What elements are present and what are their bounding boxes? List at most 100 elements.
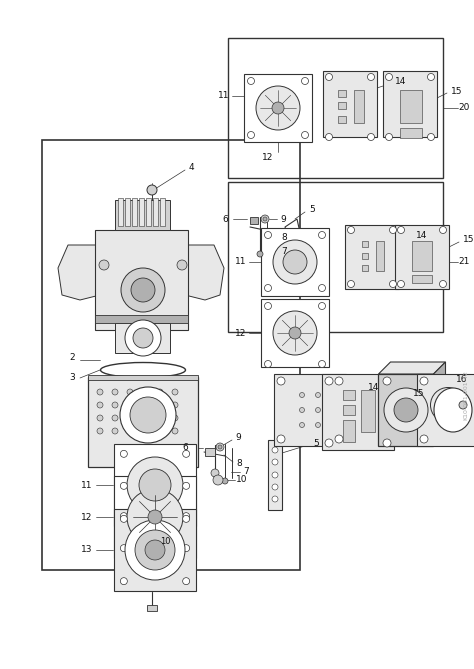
Circle shape [264,231,272,239]
Circle shape [277,435,285,443]
Circle shape [142,415,148,421]
Bar [88,377,198,467]
Circle shape [142,389,148,395]
Bar [125,198,130,226]
Circle shape [130,397,166,433]
Bar [115,200,170,230]
Circle shape [301,78,309,84]
Circle shape [145,540,165,560]
Circle shape [384,388,428,432]
Text: 13: 13 [81,545,93,555]
Circle shape [283,250,307,274]
Circle shape [319,231,326,239]
Bar [362,253,368,259]
Text: 11: 11 [81,480,93,490]
Circle shape [182,515,190,522]
Circle shape [264,302,272,310]
Bar [147,605,157,611]
Bar [400,90,422,123]
Circle shape [112,415,118,421]
Circle shape [182,577,190,585]
Circle shape [439,227,447,233]
Circle shape [335,435,343,443]
Bar [146,198,151,226]
Circle shape [319,284,326,292]
Circle shape [120,545,128,552]
Circle shape [459,401,467,409]
Circle shape [127,428,133,434]
Text: K10-081-001-42: K10-081-001-42 [464,370,468,420]
Circle shape [127,489,183,545]
Circle shape [182,545,190,552]
Bar [412,241,432,271]
Bar [114,444,196,526]
Circle shape [97,428,103,434]
Circle shape [367,74,374,80]
Text: 3: 3 [69,373,75,383]
Bar [379,374,434,446]
Polygon shape [379,362,446,374]
Circle shape [300,423,304,427]
Circle shape [325,377,333,385]
Bar [118,198,123,226]
Bar [268,440,282,510]
Circle shape [147,185,157,195]
Text: 8: 8 [281,233,287,242]
Text: 12: 12 [235,328,246,337]
Bar [42,140,300,570]
Bar [400,128,422,138]
Circle shape [127,415,133,421]
Circle shape [182,512,190,520]
Circle shape [222,478,228,484]
Circle shape [142,428,148,434]
Circle shape [127,389,133,395]
Bar [362,241,368,247]
Circle shape [131,278,155,302]
Circle shape [127,402,133,408]
Circle shape [367,134,374,140]
Bar [343,405,355,415]
Bar [343,420,355,442]
Circle shape [420,377,428,385]
Circle shape [300,393,304,397]
Circle shape [120,387,176,443]
Bar [338,90,346,97]
Bar [345,225,399,289]
Circle shape [289,327,301,339]
Bar [132,198,137,226]
Text: 9: 9 [280,215,286,223]
Circle shape [420,435,428,443]
Circle shape [273,240,317,284]
Bar [114,476,196,558]
Circle shape [394,398,418,422]
Ellipse shape [434,388,472,432]
Circle shape [385,134,392,140]
Bar [261,228,329,296]
Bar [338,116,346,123]
Circle shape [125,520,185,580]
Text: 16: 16 [456,375,467,385]
Bar [88,375,198,380]
Text: 10: 10 [160,537,170,545]
Text: 5: 5 [313,438,319,448]
Circle shape [261,215,269,223]
Circle shape [157,389,163,395]
Circle shape [272,472,278,478]
Polygon shape [185,245,224,300]
Circle shape [157,428,163,434]
Text: 14: 14 [416,231,428,240]
Bar [417,374,474,446]
Circle shape [97,389,103,395]
Polygon shape [58,245,100,300]
Circle shape [383,377,391,385]
Circle shape [112,389,118,395]
Text: 9: 9 [235,434,241,442]
Bar [250,217,258,224]
Circle shape [142,402,148,408]
Circle shape [428,74,435,80]
Bar [412,275,432,283]
Circle shape [157,402,163,408]
Circle shape [99,260,109,270]
Bar [95,230,188,330]
Circle shape [439,280,447,288]
